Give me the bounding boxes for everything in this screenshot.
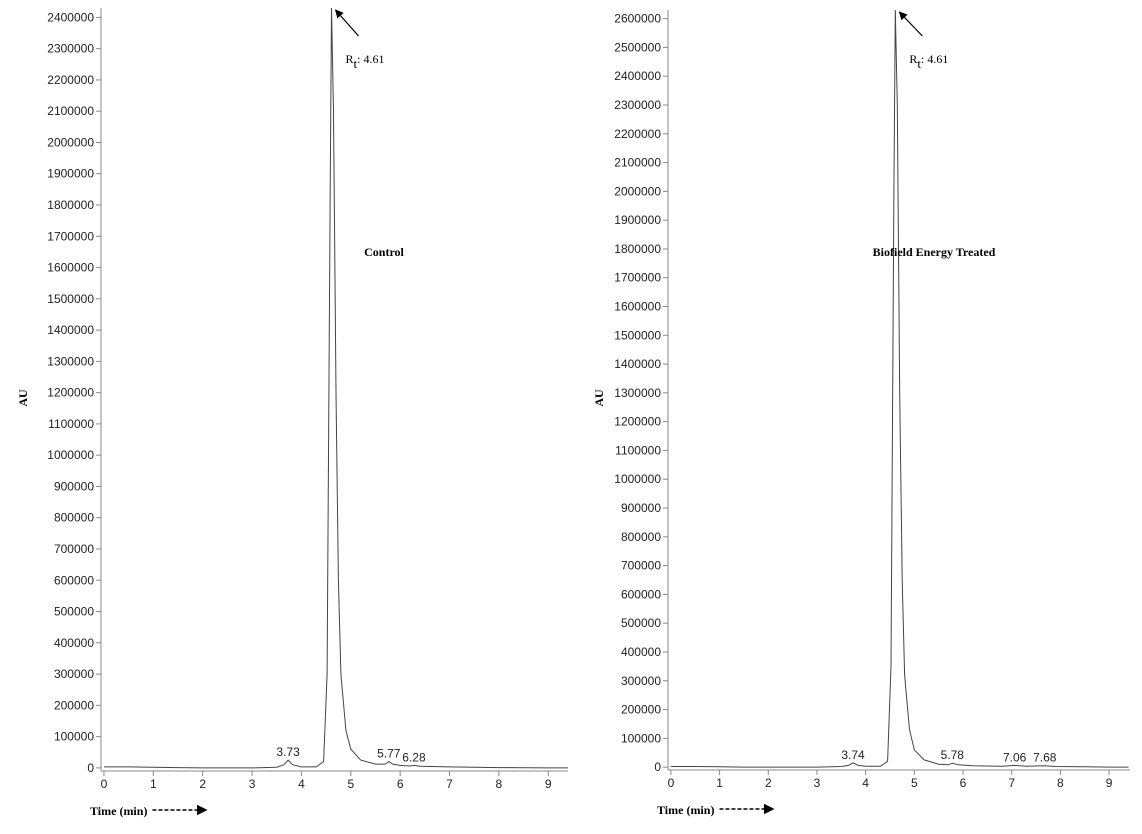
- y-tick-label: 1000000: [47, 448, 94, 462]
- y-tick-label: 1400000: [47, 323, 94, 337]
- y-tick-label: 1600000: [614, 300, 661, 314]
- retention-annotation: Rt: 4.61: [346, 52, 385, 71]
- y-tick-label: 2400000: [614, 69, 661, 83]
- x-tick-label: 3: [249, 777, 256, 791]
- x-tick-label: 0: [101, 777, 108, 791]
- peak-label: 3.73: [276, 745, 300, 759]
- chart-title: Biofield Energy Treated: [873, 245, 996, 259]
- chart-title: Control: [364, 245, 404, 259]
- y-tick-label: 2000000: [47, 135, 94, 149]
- y-tick-label: 2600000: [614, 12, 661, 26]
- y-tick-label: 1800000: [614, 242, 661, 256]
- x-tick-label: 7: [446, 777, 453, 791]
- y-tick-label: 0: [87, 761, 94, 775]
- x-tick-label: 4: [298, 777, 305, 791]
- y-axis-label: AU: [592, 389, 606, 407]
- y-tick-label: 2100000: [47, 104, 94, 118]
- y-tick-label: 0: [654, 760, 661, 774]
- y-tick-label: 300000: [621, 674, 661, 688]
- annotation-arrow: [898, 11, 923, 37]
- x-tick-label: 5: [347, 777, 354, 791]
- x-tick-label: 9: [545, 777, 552, 791]
- y-tick-label: 200000: [621, 703, 661, 717]
- y-tick-label: 800000: [621, 530, 661, 544]
- chromatogram-line: [670, 9, 1129, 768]
- x-tick-label: 4: [862, 776, 869, 790]
- annotation-label: R: [909, 52, 917, 66]
- x-tick-label: 6: [960, 776, 967, 790]
- y-tick-label: 1100000: [615, 443, 661, 457]
- x-axis-label: Time (min): [90, 804, 147, 818]
- y-tick-label: 2300000: [47, 42, 94, 56]
- y-tick-label: 900000: [621, 501, 661, 515]
- y-tick-label: 800000: [54, 511, 94, 525]
- y-tick-label: 1200000: [614, 415, 661, 429]
- x-tick-label: 8: [496, 777, 503, 791]
- y-tick-label: 2000000: [614, 184, 661, 198]
- y-tick-label: 700000: [54, 542, 94, 556]
- y-tick-label: 400000: [54, 636, 94, 650]
- peak-label: 5.77: [377, 747, 401, 761]
- x-tick-label: 6: [397, 777, 404, 791]
- y-tick-label: 2300000: [614, 98, 661, 112]
- x-tick-label: 5: [911, 776, 918, 790]
- y-tick-label: 2500000: [614, 40, 661, 54]
- y-tick-label: 2200000: [47, 73, 94, 87]
- y-tick-label: 700000: [621, 559, 661, 573]
- y-tick-label: 1600000: [47, 261, 94, 275]
- chromatogram-line: [104, 7, 568, 769]
- y-tick-label: 500000: [621, 616, 661, 630]
- x-tick-label: 0: [668, 776, 675, 790]
- peak-label: 7.68: [1033, 751, 1057, 765]
- retention-annotation: Rt: 4.61: [909, 52, 948, 71]
- y-tick-label: 600000: [621, 587, 661, 601]
- annotation-label: R: [346, 52, 354, 66]
- x-tick-label: 8: [1057, 776, 1064, 790]
- y-tick-label: 1800000: [47, 198, 94, 212]
- y-tick-label: 2200000: [614, 127, 661, 141]
- x-tick-label: 2: [199, 777, 206, 791]
- y-tick-label: 1500000: [47, 292, 94, 306]
- peak-label: 3.74: [841, 748, 865, 762]
- y-tick-label: 300000: [54, 667, 94, 681]
- x-axis-label: Time (min): [657, 803, 714, 817]
- x-tick-label: 1: [150, 777, 157, 791]
- y-tick-label: 200000: [54, 698, 94, 712]
- y-tick-label: 1500000: [614, 328, 661, 342]
- annotation-subscript: t: [917, 56, 921, 71]
- peak-label: 6.28: [402, 750, 426, 764]
- y-tick-label: 2400000: [47, 10, 94, 24]
- y-tick-label: 100000: [54, 730, 94, 744]
- y-tick-label: 1200000: [47, 386, 94, 400]
- y-tick-label: 1300000: [47, 354, 94, 368]
- y-tick-label: 900000: [54, 479, 94, 493]
- x-tick-label: 1: [716, 776, 723, 790]
- y-tick-label: 1700000: [614, 271, 661, 285]
- y-tick-label: 600000: [54, 573, 94, 587]
- annotation-subscript: t: [354, 56, 358, 71]
- x-tick-label: 3: [814, 776, 821, 790]
- peak-label: 7.06: [1003, 750, 1027, 764]
- annotation-text: : 4.61: [357, 52, 384, 66]
- y-tick-label: 1400000: [614, 357, 661, 371]
- x-tick-label: 7: [1008, 776, 1015, 790]
- y-tick-label: 1300000: [614, 386, 661, 400]
- annotation-text: : 4.61: [921, 52, 948, 66]
- peak-label: 5.78: [941, 748, 965, 762]
- y-tick-label: 1900000: [614, 213, 661, 227]
- annotation-arrow: [334, 9, 359, 37]
- y-axis-label: AU: [16, 389, 30, 407]
- y-tick-label: 500000: [54, 605, 94, 619]
- y-tick-label: 1000000: [614, 472, 661, 486]
- y-tick-label: 400000: [621, 645, 661, 659]
- y-tick-label: 1900000: [47, 167, 94, 181]
- y-tick-label: 2100000: [614, 156, 661, 170]
- x-tick-label: 9: [1106, 776, 1113, 790]
- y-tick-label: 1100000: [48, 417, 94, 431]
- x-tick-label: 2: [765, 776, 772, 790]
- y-tick-label: 100000: [621, 731, 661, 745]
- y-tick-label: 1700000: [47, 229, 94, 243]
